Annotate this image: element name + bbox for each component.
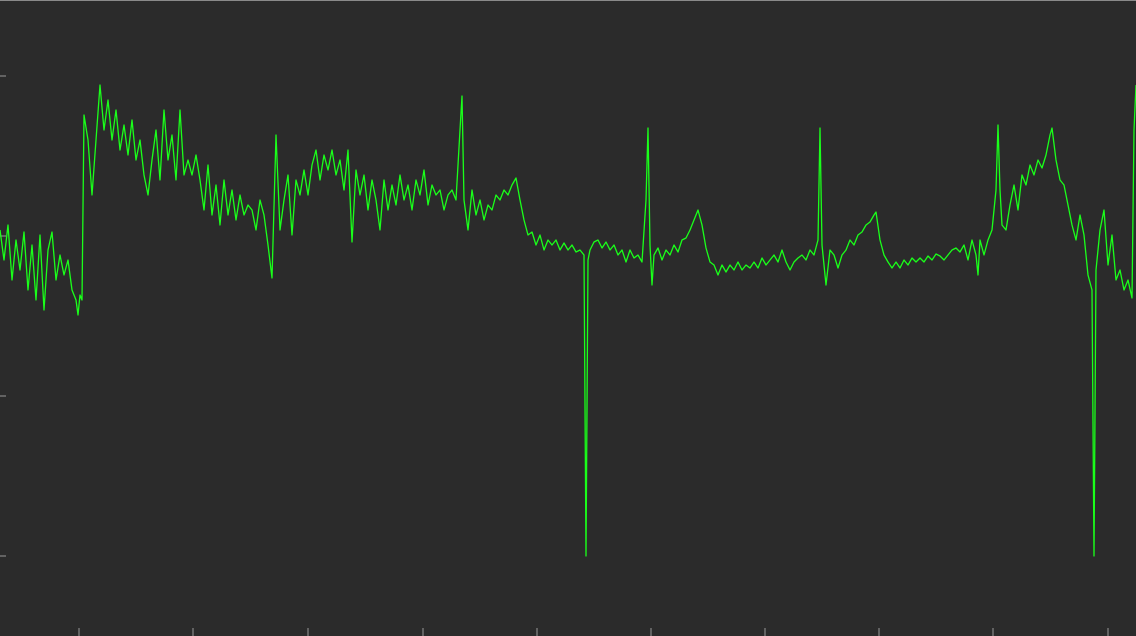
data-line <box>0 84 1136 557</box>
